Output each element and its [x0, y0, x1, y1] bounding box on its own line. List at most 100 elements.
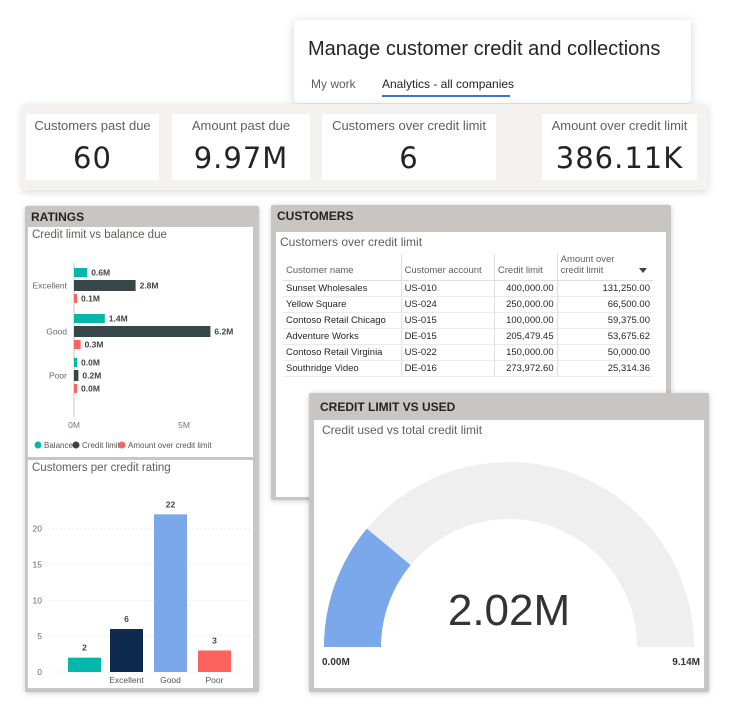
data-label: 22 — [166, 499, 176, 509]
cell-credit-limit: 150,000.00 — [494, 344, 558, 361]
column-header[interactable]: Customer name — [283, 254, 402, 281]
bar-balance — [74, 268, 88, 277]
tab-my-work[interactable]: My work — [311, 77, 356, 91]
column-header[interactable]: Credit limit — [494, 254, 558, 281]
active-tab-indicator — [382, 95, 510, 97]
customers-per-rating-chart: 0 5 10 15 20 2 6 Excellent 22 Good 3 Poor — [33, 499, 250, 685]
table-row[interactable]: Sunset Wholesales US-010 400,000.00 131,… — [283, 280, 653, 297]
page-title: Manage customer credit and collections — [308, 38, 661, 60]
legend-label: Amount over credit limit — [128, 441, 212, 450]
sort-descending-icon[interactable] — [639, 268, 648, 273]
kpi-label: Amount over credit limit — [551, 118, 688, 133]
cell-customer-name: Southridge Video — [283, 360, 402, 377]
ratings-bar-chart-card: Credit limit vs balance due 0.6M 2.8M 0.1M… — [28, 227, 253, 457]
table-header-row: Customer name Customer account Credit li… — [283, 254, 653, 281]
column-header-label: Amount over credit limit — [560, 254, 615, 276]
data-label: 0.1M — [81, 294, 100, 304]
customers-table: Customer name Customer account Credit li… — [283, 254, 653, 377]
tab-analytics-all-companies[interactable]: Analytics - all companies — [382, 77, 515, 91]
category-label: Good — [160, 675, 181, 685]
column-header[interactable]: Customer account — [401, 254, 495, 281]
kpi-value: 6 — [399, 141, 419, 175]
cell-customer-name: Yellow Square — [283, 296, 402, 313]
credit-limit-vs-used-panel: CREDIT LIMIT VS USED Credit used vs tota… — [309, 393, 709, 692]
kpi-amount-past-due[interactable]: Amount past due 9.97M — [172, 114, 310, 180]
bar-balance — [74, 358, 77, 367]
gauge-fill — [324, 528, 411, 647]
table-row[interactable]: Contoso Retail Virginia US-022 150,000.0… — [283, 344, 653, 361]
kpi-customers-over-credit-limit[interactable]: Customers over credit limit 6 — [322, 114, 496, 180]
cell-credit-limit: 205,479.45 — [494, 328, 558, 345]
y-tick-label: 20 — [33, 524, 43, 534]
bar-balance — [74, 314, 105, 323]
customers-subtitle: Customers over credit limit — [280, 235, 423, 249]
cell-credit-limit: 273,972.60 — [494, 360, 558, 377]
credit-limit-bar-chart: 0.6M 2.8M 0.1M Excellent 1.4M 6.2M 0.3M Good 0.0… — [33, 263, 233, 450]
cell-customer-account: US-024 — [401, 296, 495, 313]
legend-label: Credit limit — [82, 441, 121, 450]
table-row[interactable]: Yellow Square US-024 250,000.00 66,500.0… — [283, 296, 653, 313]
bar-amount-over-credit-limit — [74, 340, 81, 349]
cell-amount-over: 25,314.36 — [557, 360, 653, 377]
gauge-value: 2.02M — [448, 586, 570, 635]
kpi-value: 9.97M — [193, 141, 289, 175]
y-tick-label: 5 — [37, 631, 42, 641]
ratings-column-chart-card: Customers per credit rating 0 5 10 15 20 2 6 Ex… — [28, 460, 253, 688]
gauge-max-label: 9.14M — [672, 657, 700, 668]
kpi-amount-over-credit-limit[interactable]: Amount over credit limit 386.11K — [542, 114, 697, 180]
column-bar — [68, 657, 101, 672]
cell-customer-account: DE-016 — [401, 360, 495, 377]
header-card: Manage customer credit and collections M… — [294, 20, 691, 103]
y-tick-label: 15 — [33, 560, 43, 570]
column-bar — [198, 650, 231, 672]
cell-customer-account: US-010 — [401, 280, 495, 297]
gauge-subtitle: Credit used vs total credit limit — [322, 423, 483, 437]
cell-customer-name: Sunset Wholesales — [283, 280, 402, 297]
legend-label: Balance — [44, 441, 73, 450]
x-tick-label: 5M — [178, 420, 190, 430]
cell-amount-over: 53,675.62 — [557, 328, 653, 345]
data-label: 3 — [212, 636, 217, 646]
cell-customer-account: US-022 — [401, 344, 495, 361]
category-label: Excellent — [109, 675, 144, 685]
gauge-title: CREDIT LIMIT VS USED — [320, 400, 456, 414]
cell-credit-limit: 250,000.00 — [494, 296, 558, 313]
data-label: 2 — [82, 643, 87, 653]
kpi-label: Customers past due — [34, 118, 151, 133]
kpi-customers-past-due[interactable]: Customers past due 60 — [26, 114, 159, 180]
y-tick-label: 0 — [37, 667, 42, 677]
credit-gauge: 2.02M 0.00M 9.14M — [322, 462, 700, 668]
category-label: Poor — [49, 371, 67, 381]
y-tick-label: 10 — [33, 595, 43, 605]
table-row[interactable]: Adventure Works DE-015 205,479.45 53,675… — [283, 328, 653, 345]
column-bar — [110, 629, 143, 672]
gauge-min-label: 0.00M — [322, 657, 350, 668]
table-row[interactable]: Southridge Video DE-016 273,972.60 25,31… — [283, 360, 653, 377]
data-label: 0.3M — [85, 340, 104, 350]
kpi-strip: Customers past due 60 Amount past due 9.… — [22, 104, 708, 190]
cell-customer-account: DE-015 — [401, 328, 495, 345]
data-label: 0.0M — [81, 358, 100, 368]
cell-customer-name: Contoso Retail Chicago — [283, 312, 402, 329]
bar-chart-subtitle: Credit limit vs balance due — [32, 229, 167, 241]
column-bar — [154, 514, 187, 672]
cell-amount-over: 131,250.00 — [557, 280, 653, 297]
cell-credit-limit: 100,000.00 — [494, 312, 558, 329]
column-header-sorted[interactable]: Amount over credit limit — [557, 254, 653, 281]
ratings-panel: RATINGS Credit limit vs balance due 0.6M… — [25, 206, 259, 692]
cell-customer-name: Contoso Retail Virginia — [283, 344, 402, 361]
bar-amount-over-credit-limit — [74, 384, 77, 393]
bar-credit-limit — [74, 326, 211, 337]
cell-credit-limit: 400,000.00 — [494, 280, 558, 297]
gauge-track — [324, 462, 694, 647]
table-row[interactable]: Contoso Retail Chicago US-015 100,000.00… — [283, 312, 653, 329]
data-label: 0.0M — [81, 384, 100, 394]
data-label: 6 — [124, 614, 129, 624]
category-label: Poor — [206, 675, 224, 685]
category-label: Excellent — [33, 281, 68, 291]
bar-credit-limit — [74, 280, 136, 291]
category-label: Good — [46, 327, 67, 337]
x-tick-label: 0M — [68, 420, 80, 430]
cell-customer-name: Adventure Works — [283, 328, 402, 345]
data-label: 6.2M — [214, 327, 233, 337]
